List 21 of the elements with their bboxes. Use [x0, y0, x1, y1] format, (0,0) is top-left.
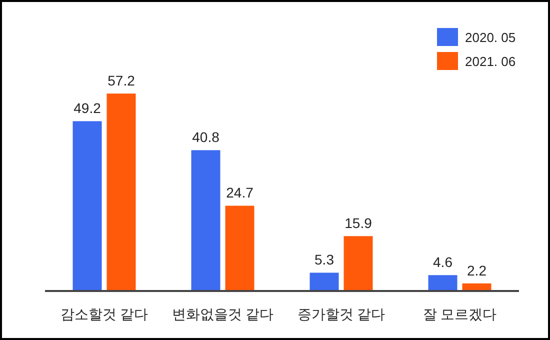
bar — [106, 94, 136, 291]
bar — [310, 272, 339, 291]
bar — [72, 121, 102, 291]
x-tick-label: 증가할것 같다 — [297, 306, 386, 322]
bar — [428, 275, 458, 291]
bar — [191, 150, 220, 291]
data-label: 49.2 — [74, 100, 102, 116]
x-tick-label: 잘 모르겠다 — [422, 306, 497, 322]
bar — [225, 206, 254, 291]
x-tick-label: 변화없을것 같다 — [172, 306, 274, 322]
data-label: 24.7 — [226, 184, 254, 201]
bar — [344, 236, 373, 291]
data-label: 40.8 — [192, 129, 220, 146]
data-label: 15.9 — [344, 215, 372, 232]
data-label: 2.2 — [467, 262, 487, 278]
x-tick-label: 감소할것 같다 — [60, 306, 148, 322]
legend-label: 2020. 05 — [465, 30, 516, 45]
legend-label: 2021. 06 — [465, 54, 516, 69]
data-label: 5.3 — [314, 252, 334, 268]
data-label: 4.6 — [433, 254, 453, 270]
data-label: 57.2 — [108, 72, 136, 89]
